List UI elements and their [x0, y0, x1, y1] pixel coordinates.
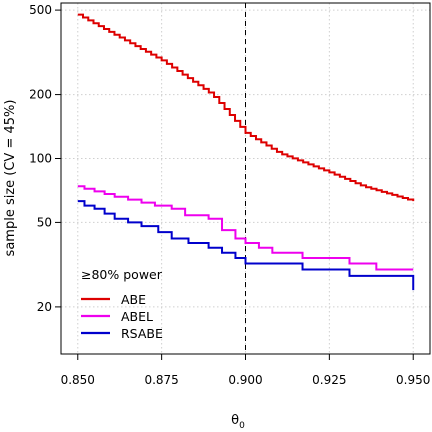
- y-axis-title: sample size (CV = 45%): [3, 100, 18, 257]
- y-axis-ticks: 20 50 100 200 500: [29, 3, 61, 314]
- x-axis-title-subscript: 0: [239, 421, 245, 431]
- y-tick-label: 500: [29, 3, 52, 17]
- series-line-rsabe: [77, 200, 415, 291]
- y-tick-label: 50: [37, 215, 52, 229]
- x-tick-label: 0.850: [61, 373, 95, 387]
- x-tick-label: 0.875: [144, 373, 178, 387]
- legend-label-abel: ABEL: [121, 309, 153, 324]
- x-tick-label: 0.925: [312, 373, 346, 387]
- legend-label-rsabe: RSABE: [121, 326, 163, 341]
- series-line-abe: [77, 13, 415, 202]
- y-tick-label: 200: [29, 88, 52, 102]
- y-tick-label: 100: [29, 151, 52, 165]
- x-tick-label: 0.950: [396, 373, 430, 387]
- x-axis-ticks: 0.850 0.875 0.900 0.925 0.950: [61, 354, 430, 387]
- legend-label-abe: ABE: [121, 292, 146, 307]
- x-axis-title: θ0: [231, 413, 245, 431]
- series-line-abel: [77, 185, 414, 271]
- x-tick-label: 0.900: [228, 373, 262, 387]
- series-lines: [77, 13, 415, 291]
- legend-title: ≥80% power: [81, 267, 163, 282]
- y-tick-label: 20: [37, 300, 52, 314]
- legend: ≥80% power ABE ABEL RSABE: [81, 267, 163, 341]
